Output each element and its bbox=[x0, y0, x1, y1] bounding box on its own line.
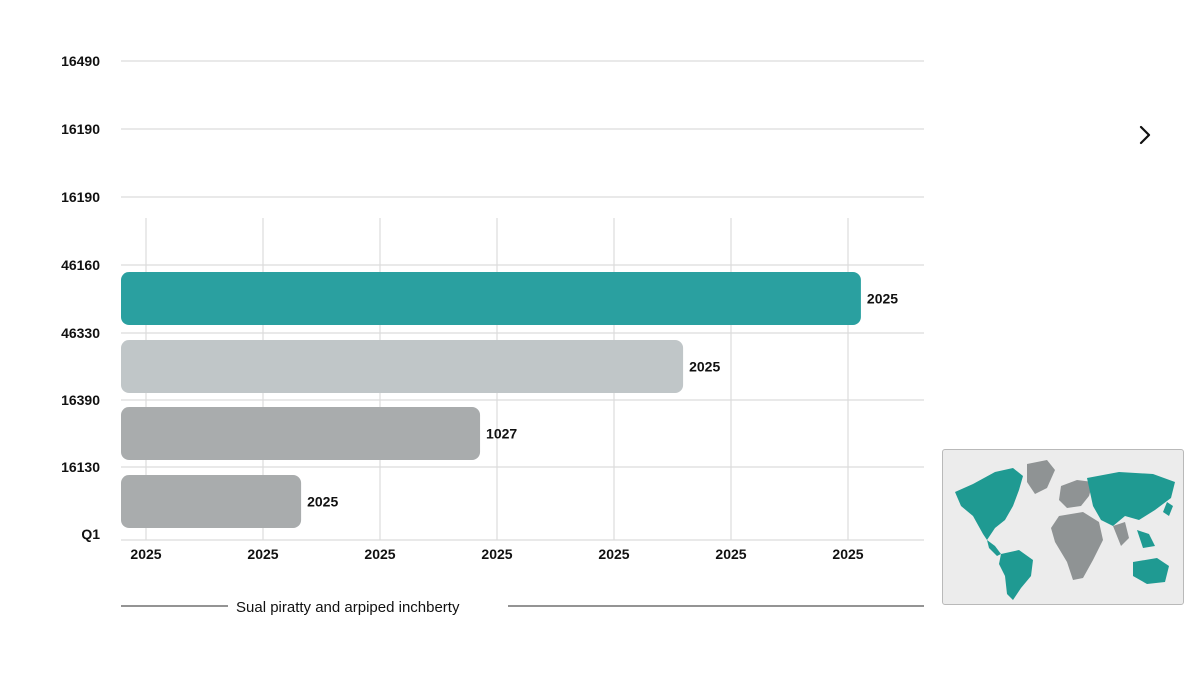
bar-value-label: 2025 bbox=[307, 494, 338, 510]
bar bbox=[121, 340, 684, 393]
world-map-icon bbox=[955, 460, 1175, 600]
x-tick-label: 2025 bbox=[598, 546, 629, 562]
x-tick-label: 2025 bbox=[832, 546, 863, 562]
y-tick-label: Q1 bbox=[81, 526, 100, 542]
bar bbox=[121, 475, 302, 528]
x-tick-label: 2025 bbox=[130, 546, 161, 562]
y-tick-label: 16130 bbox=[61, 459, 100, 475]
x-axis-tick-labels: 2025 2025 2025 2025 2025 2025 2025 bbox=[130, 546, 863, 562]
chart-caption: Sual piratty and arpiped inchberty bbox=[236, 599, 460, 616]
x-tick-label: 2025 bbox=[364, 546, 395, 562]
x-tick-label: 2025 bbox=[247, 546, 278, 562]
x-tick-label: 2025 bbox=[481, 546, 512, 562]
bar bbox=[121, 407, 481, 460]
bar bbox=[121, 272, 861, 325]
y-tick-label: 16390 bbox=[61, 392, 100, 408]
chevron-right-icon[interactable] bbox=[1130, 120, 1160, 150]
y-tick-label: 16190 bbox=[61, 121, 100, 137]
y-tick-label: 46330 bbox=[61, 325, 100, 341]
world-map-thumbnail[interactable] bbox=[942, 449, 1184, 605]
x-tick-label: 2025 bbox=[715, 546, 746, 562]
y-tick-label: 46160 bbox=[61, 257, 100, 273]
y-tick-label: 16190 bbox=[61, 189, 100, 205]
bar-value-label: 1027 bbox=[486, 426, 517, 442]
y-axis-tick-labels: 16490 16190 16190 46160 46330 16390 16130 Q1 bbox=[61, 53, 100, 542]
bar-series: 2025 2025 1027 2025 bbox=[121, 272, 898, 528]
y-tick-label: 16490 bbox=[61, 53, 100, 69]
horizontal-gridlines bbox=[121, 60, 924, 541]
bar-value-label: 2025 bbox=[867, 291, 898, 307]
bar-value-label: 2025 bbox=[689, 359, 720, 375]
